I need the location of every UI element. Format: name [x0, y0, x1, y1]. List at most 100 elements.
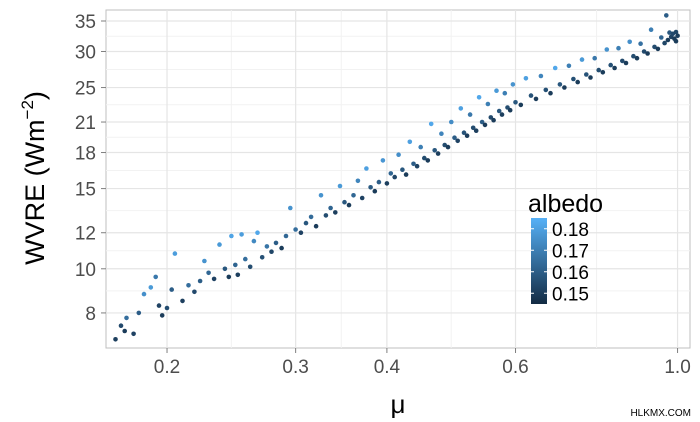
data-point: [488, 115, 494, 120]
legend-color-bar: [531, 218, 547, 304]
data-point: [156, 303, 162, 308]
data-point: [226, 274, 232, 280]
data-point: [458, 106, 464, 111]
data-point: [239, 232, 244, 237]
data-point: [494, 88, 499, 93]
data-point: [264, 244, 270, 249]
data-point: [124, 315, 129, 321]
data-point: [318, 193, 324, 198]
data-point: [476, 95, 482, 100]
data-point: [333, 210, 338, 215]
data-point: [507, 107, 513, 113]
legend-tick-label: 0.15: [552, 284, 589, 305]
data-point: [491, 117, 496, 123]
data-point: [620, 58, 625, 64]
data-point: [380, 158, 386, 163]
data-point: [255, 230, 260, 235]
x-tick-label: 0.6: [502, 357, 528, 378]
data-point: [588, 75, 593, 80]
data-point: [665, 37, 671, 43]
data-point: [579, 57, 585, 62]
data-point: [428, 121, 434, 127]
data-point: [571, 76, 576, 82]
data-point: [422, 155, 427, 161]
data-point: [485, 101, 491, 107]
legend-tick-label: 0.17: [552, 241, 589, 262]
data-point: [482, 122, 488, 128]
data-point: [645, 51, 650, 56]
data-point: [557, 82, 563, 87]
data-point: [122, 328, 127, 334]
data-point: [159, 313, 165, 318]
data-point: [418, 144, 424, 150]
y-tick-label: 15: [75, 180, 96, 201]
data-point: [552, 65, 558, 71]
data-point: [538, 73, 544, 79]
data-point: [439, 131, 444, 136]
data-point: [328, 205, 333, 211]
data-point: [323, 213, 329, 218]
data-point: [445, 144, 451, 150]
data-point: [141, 291, 147, 297]
data-point: [496, 108, 502, 114]
data-point: [192, 289, 197, 295]
data-point: [608, 62, 613, 68]
y-axis-title: WVRE (Wm−2): [18, 91, 50, 265]
y-tick-label: 18: [75, 144, 96, 165]
data-point: [283, 233, 289, 239]
x-tick-label: 0.3: [282, 357, 308, 378]
data-point: [403, 172, 409, 177]
y-tick-label: 21: [75, 113, 96, 134]
data-point: [313, 223, 319, 229]
data-point: [523, 76, 529, 81]
data-point: [392, 174, 398, 180]
data-point: [584, 72, 589, 77]
y-tick-label: 25: [75, 79, 96, 100]
data-point: [113, 337, 118, 342]
data-point: [411, 161, 416, 167]
data-point: [470, 125, 476, 131]
data-point: [164, 305, 170, 311]
data-point: [673, 29, 679, 35]
data-point: [464, 133, 470, 138]
data-point: [442, 142, 448, 148]
plot-panel: [105, 9, 691, 349]
data-point: [372, 188, 378, 194]
data-point: [229, 233, 234, 239]
data-point: [473, 128, 479, 133]
data-point: [368, 185, 373, 190]
data-point: [664, 13, 669, 18]
data-point: [407, 139, 413, 145]
data-point: [562, 85, 567, 90]
data-point: [131, 331, 136, 337]
legend: albedo 0.150.160.170.18: [528, 190, 603, 305]
data-point: [652, 44, 657, 50]
x-axis-title: μ: [391, 389, 406, 419]
data-point: [513, 100, 518, 105]
data-point: [449, 119, 454, 125]
legend-title: albedo: [528, 190, 603, 218]
data-point: [279, 245, 284, 251]
data-point: [169, 287, 174, 292]
data-point: [461, 130, 467, 135]
data-point: [206, 270, 211, 276]
data-point: [359, 195, 365, 201]
y-axis-title-close: ): [20, 91, 50, 100]
data-point: [376, 179, 382, 185]
data-point: [641, 49, 647, 54]
x-tick-label: 0.2: [154, 357, 180, 378]
data-point: [655, 46, 661, 52]
data-point: [414, 163, 420, 169]
data-point: [604, 47, 610, 52]
legend-tick-label: 0.16: [552, 263, 589, 284]
y-axis-title-main: WVRE (Wm: [20, 119, 50, 264]
data-point: [269, 249, 274, 254]
legend-tick-label: 0.18: [552, 220, 589, 241]
data-point: [186, 283, 191, 288]
data-point: [136, 310, 142, 316]
y-tick-label: 35: [75, 12, 96, 33]
data-point: [455, 138, 461, 144]
data-point: [575, 79, 580, 85]
data-point: [298, 230, 304, 235]
